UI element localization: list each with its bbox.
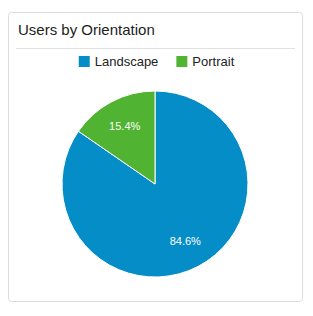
legend-label: Portrait [192, 54, 234, 69]
legend: Landscape Portrait [79, 54, 235, 69]
title-rule [16, 48, 295, 49]
pie-slice [62, 91, 248, 277]
legend-label: Landscape [95, 54, 159, 69]
chart: Users by Orientation Landscape Portrait 84.… [0, 0, 313, 316]
title: Users by Orientation [18, 21, 155, 38]
data-label: 84.6% [170, 235, 201, 247]
card [9, 13, 303, 302]
data-labels: 84.6% 15.4% [109, 120, 201, 247]
legend-swatch [176, 56, 187, 67]
pie-slice [78, 91, 155, 184]
pie [62, 91, 248, 277]
legend-item: Landscape [79, 54, 159, 69]
data-label: 15.4% [109, 120, 140, 132]
legend-swatch [79, 56, 90, 67]
legend-item: Portrait [176, 54, 234, 69]
